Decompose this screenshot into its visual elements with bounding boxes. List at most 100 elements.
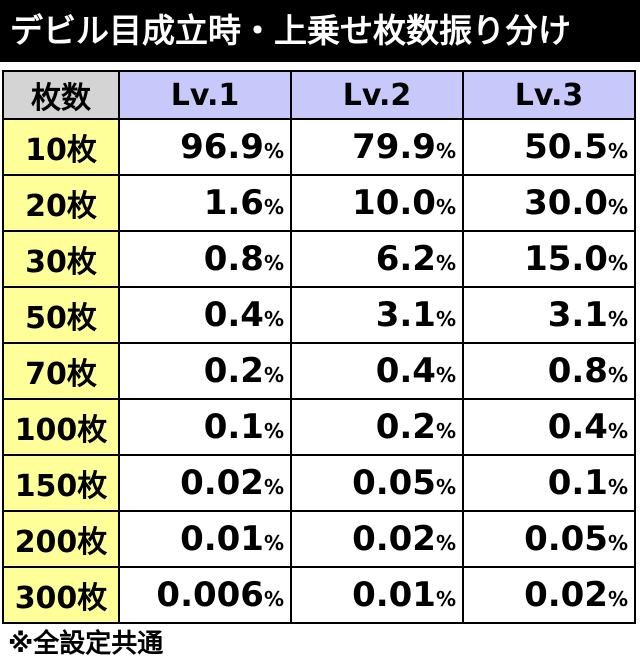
value: 3.1: [375, 295, 436, 335]
value: 0.1: [547, 463, 608, 503]
value: 96.9: [180, 127, 264, 167]
value-cell: 0.01%: [290, 566, 464, 624]
unit: %: [263, 307, 284, 331]
value: 30.0: [524, 183, 608, 223]
unit: %: [435, 195, 456, 219]
title: デビル目成立時・上乗せ枚数振り分け: [0, 0, 640, 62]
table-row: 20枚 1.6% 10.0% 30.0%: [2, 174, 636, 232]
value-cell: 15.0%: [462, 230, 636, 288]
row-label: 10枚: [2, 118, 120, 176]
unit: %: [607, 139, 628, 163]
value: 0.4: [547, 407, 608, 447]
table: 枚数 Lv.1 Lv.2 Lv.3 10枚 96.9% 79.9% 50.5% 20枚 1.6…: [2, 70, 636, 624]
value: 0.8: [547, 351, 608, 391]
value-cell: 10.0%: [290, 174, 464, 232]
value-cell: 0.02%: [290, 510, 464, 568]
unit: %: [435, 419, 456, 443]
value-cell: 0.1%: [462, 454, 636, 512]
column-header: Lv.1: [118, 70, 292, 120]
value: 50.5: [524, 127, 608, 167]
value: 0.02: [524, 575, 608, 615]
value-cell: 0.4%: [290, 342, 464, 400]
unit: %: [607, 587, 628, 611]
unit: %: [435, 307, 456, 331]
corner-cell: 枚数: [2, 70, 120, 120]
unit: %: [263, 195, 284, 219]
column-header: Lv.3: [462, 70, 636, 120]
value: 6.2: [375, 239, 436, 279]
unit: %: [435, 363, 456, 387]
unit: %: [607, 195, 628, 219]
value-cell: 79.9%: [290, 118, 464, 176]
unit: %: [263, 587, 284, 611]
row-label: 200枚: [2, 510, 120, 568]
value: 79.9: [352, 127, 436, 167]
row-label: 300枚: [2, 566, 120, 624]
table-row: 200枚 0.01% 0.02% 0.05%: [2, 510, 636, 568]
value: 0.01: [352, 575, 436, 615]
unit: %: [607, 419, 628, 443]
row-label: 30枚: [2, 230, 120, 288]
value-cell: 0.006%: [118, 566, 292, 624]
value: 0.02: [352, 519, 436, 559]
value-cell: 0.8%: [118, 230, 292, 288]
value-cell: 3.1%: [290, 286, 464, 344]
value-cell: 0.2%: [290, 398, 464, 456]
table-row: 30枚 0.8% 6.2% 15.0%: [2, 230, 636, 288]
row-label: 20枚: [2, 174, 120, 232]
value-cell: 3.1%: [462, 286, 636, 344]
table-row: 70枚 0.2% 0.4% 0.8%: [2, 342, 636, 400]
unit: %: [263, 531, 284, 555]
value: 0.05: [352, 463, 436, 503]
row-label: 150枚: [2, 454, 120, 512]
table-wrap: 枚数 Lv.1 Lv.2 Lv.3 10枚 96.9% 79.9% 50.5% 20枚 1.6…: [2, 70, 636, 624]
unit: %: [263, 363, 284, 387]
value-cell: 0.8%: [462, 342, 636, 400]
value-cell: 96.9%: [118, 118, 292, 176]
value-cell: 0.1%: [118, 398, 292, 456]
value: 10.0: [352, 183, 436, 223]
unit: %: [263, 139, 284, 163]
row-label: 50枚: [2, 286, 120, 344]
value-cell: 6.2%: [290, 230, 464, 288]
unit: %: [435, 587, 456, 611]
column-header: Lv.2: [290, 70, 464, 120]
unit: %: [435, 531, 456, 555]
value-cell: 0.02%: [118, 454, 292, 512]
value: 15.0: [524, 239, 608, 279]
header-row: 枚数 Lv.1 Lv.2 Lv.3: [2, 70, 636, 120]
value-cell: 0.05%: [462, 510, 636, 568]
value: 0.2: [203, 351, 264, 391]
footnote: ※全設定共通: [8, 629, 164, 659]
unit: %: [263, 419, 284, 443]
table-row: 150枚 0.02% 0.05% 0.1%: [2, 454, 636, 512]
unit: %: [607, 251, 628, 275]
value: 0.8: [203, 239, 264, 279]
unit: %: [607, 531, 628, 555]
unit: %: [263, 475, 284, 499]
value-cell: 0.2%: [118, 342, 292, 400]
unit: %: [607, 475, 628, 499]
table-body: 10枚 96.9% 79.9% 50.5% 20枚 1.6% 10.0% 30.0% 30枚 0.…: [2, 118, 636, 624]
unit: %: [435, 251, 456, 275]
table-row: 100枚 0.1% 0.2% 0.4%: [2, 398, 636, 456]
value-cell: 0.4%: [462, 398, 636, 456]
value: 0.4: [203, 295, 264, 335]
value-cell: 0.01%: [118, 510, 292, 568]
value: 0.4: [375, 351, 436, 391]
value-cell: 0.4%: [118, 286, 292, 344]
value-cell: 50.5%: [462, 118, 636, 176]
value: 0.01: [180, 519, 264, 559]
value: 1.6: [203, 183, 264, 223]
unit: %: [607, 307, 628, 331]
value: 0.1: [203, 407, 264, 447]
unit: %: [435, 475, 456, 499]
unit: %: [263, 251, 284, 275]
row-label: 100枚: [2, 398, 120, 456]
value-cell: 0.02%: [462, 566, 636, 624]
value: 0.05: [524, 519, 608, 559]
value: 0.02: [180, 463, 264, 503]
table-row: 300枚 0.006% 0.01% 0.02%: [2, 566, 636, 624]
value: 3.1: [547, 295, 608, 335]
